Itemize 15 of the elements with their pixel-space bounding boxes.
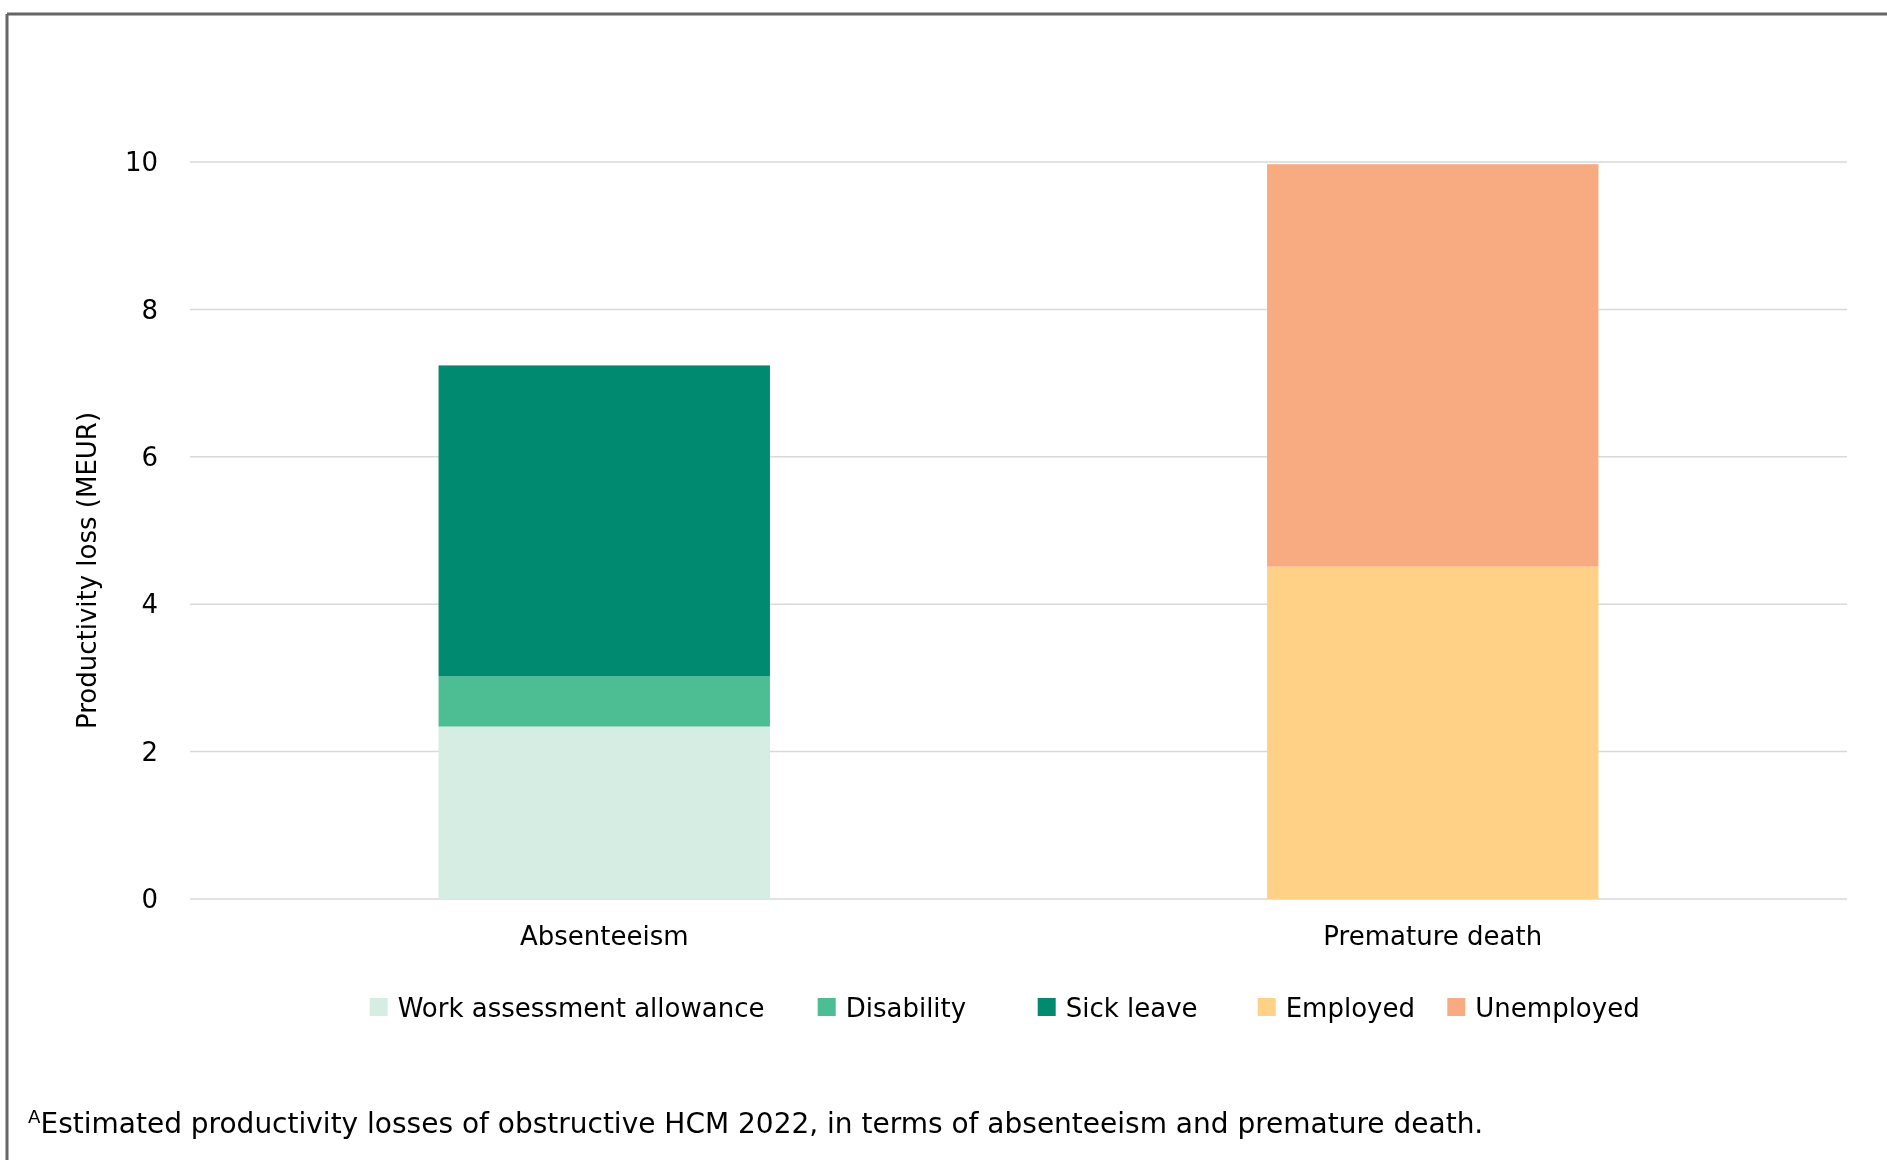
y-tick-label: 0 (141, 884, 158, 915)
y-tick-label: 4 (141, 589, 158, 620)
y-tick-label: 8 (141, 294, 158, 325)
x-tick-label: Absenteeism (519, 921, 689, 951)
y-tick-label: 10 (124, 147, 158, 178)
legend-label: Work assessment allowance (397, 993, 765, 1024)
y-tick-label: 6 (141, 441, 158, 472)
legend-label: Employed (1285, 993, 1415, 1024)
legend-label: Unemployed (1475, 993, 1640, 1024)
x-tick-label: Premature death (1323, 921, 1543, 951)
legend-label: Disability (845, 993, 967, 1024)
y-axis-title: Productivity loss (MEUR) (72, 411, 102, 730)
text: $^{A}$Estimated productivity losses of obstructive HCM 2022, in terms of absenteeism and premature death. (28, 1105, 1484, 1140)
legend-label: Sick leave (1065, 993, 1198, 1024)
y-tick-label: 2 (141, 736, 158, 767)
